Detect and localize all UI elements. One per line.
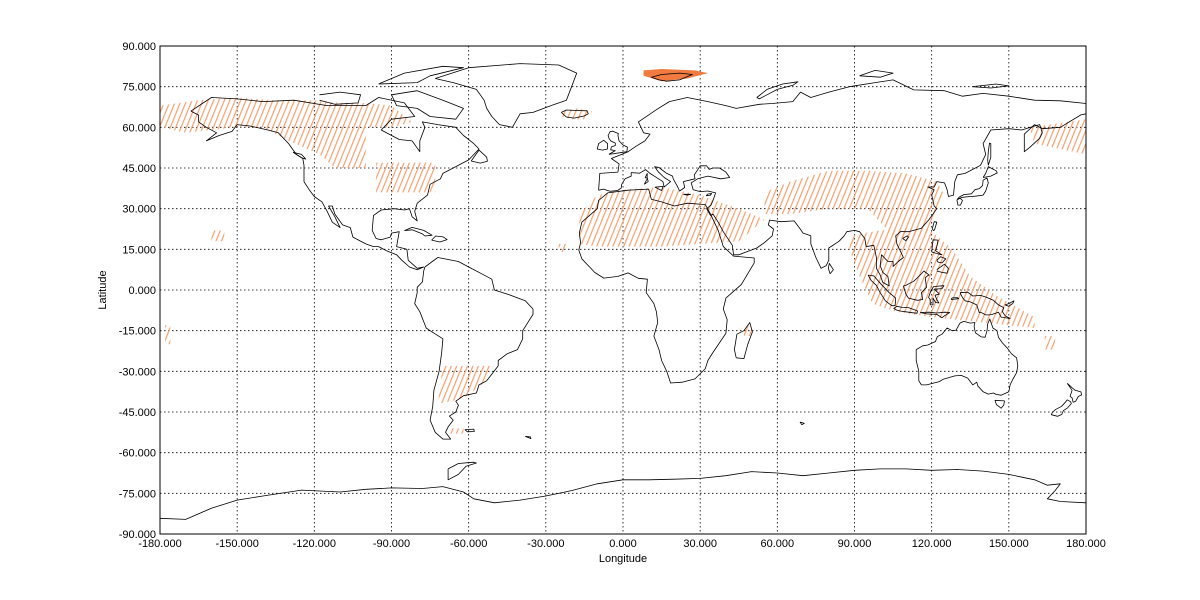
- coastline-greenland: [435, 63, 578, 128]
- x-tick-label: -60.000: [450, 538, 487, 550]
- coastline-sakhalin: [987, 142, 992, 166]
- x-tick-label: 90.000: [838, 538, 872, 550]
- x-tick-label: -150.000: [215, 538, 258, 550]
- coastline-hispaniola: [431, 235, 448, 243]
- region-central-asia: [764, 170, 945, 242]
- x-tick-label: 150.000: [989, 538, 1029, 550]
- region-polynesia-patch: [165, 325, 171, 345]
- region-great-lakes: [376, 162, 436, 193]
- coastline-iceland: [561, 109, 589, 119]
- region-new-caledonia-patch: [1044, 336, 1056, 350]
- coastline-halmahera-seram: [950, 297, 960, 300]
- x-tick-labels: -180.000 -150.000 -120.000 -90.000 -60.000 -3…: [138, 538, 1106, 550]
- coastline-novaya-zemlya: [756, 81, 799, 100]
- coastline-falklands: [464, 428, 475, 433]
- x-tick-label: 120.000: [912, 538, 952, 550]
- x-axis-label: Longitude: [599, 553, 647, 565]
- x-tick-label: 0.000: [609, 538, 637, 550]
- y-tick-label: 30.000: [122, 204, 156, 216]
- coastline-hainan: [902, 235, 909, 242]
- coastline-great-britain: [607, 130, 628, 155]
- coastline-madagascar: [734, 322, 753, 359]
- coastline-vancouver-island: [292, 151, 307, 160]
- coastline-south-america: [414, 257, 534, 440]
- y-axis-label: Latitude: [97, 270, 109, 309]
- coastline-japan-hokkaido: [982, 166, 998, 178]
- plot-frame: [159, 45, 1087, 535]
- coastline-victoria-island: [319, 91, 361, 105]
- coastline-mindanao: [936, 263, 949, 274]
- coastline-borneo: [903, 270, 930, 301]
- y-tick-label: -15.000: [119, 326, 156, 338]
- coastline-nz-north: [1066, 383, 1082, 403]
- coastline-tasmania: [994, 399, 1005, 409]
- coastline-antarctic-peninsula: [447, 461, 477, 481]
- coastline-luzon: [931, 239, 943, 256]
- y-tick-label: -75.000: [119, 488, 156, 500]
- y-tick-label: 60.000: [122, 122, 156, 134]
- region-madagascar-east-patch: [743, 325, 752, 337]
- x-tick-label: -120.000: [293, 538, 336, 550]
- coastline-south-georgia: [525, 436, 532, 439]
- coastline-nz-south: [1050, 399, 1072, 417]
- coastline-new-britain: [1004, 300, 1015, 307]
- y-tick-label: -90.000: [119, 529, 156, 541]
- x-tick-label: -90.000: [373, 538, 410, 550]
- x-tick-label: 180.000: [1066, 538, 1106, 550]
- coastline-cyprus: [705, 193, 713, 197]
- coastline-australia: [915, 318, 1019, 396]
- region-svalbard: [643, 69, 708, 82]
- region-pampas: [437, 365, 495, 404]
- x-tick-label: -180.000: [138, 538, 181, 550]
- coastline-java: [893, 305, 918, 314]
- coastline-japan-kyushu: [956, 197, 963, 206]
- coastline-new-guinea: [959, 291, 1011, 319]
- region-hawaii-patch: [211, 230, 225, 242]
- coastline-sri-lanka: [827, 263, 834, 275]
- y-tick-label: 15.000: [122, 244, 156, 256]
- coastline-corsica: [644, 173, 648, 179]
- coastline-sardinia: [643, 177, 649, 185]
- x-tick-label: 60.000: [761, 538, 795, 550]
- coastline-ireland: [596, 139, 608, 151]
- y-tick-label: -45.000: [119, 407, 156, 419]
- region-cape-verde-patch: [558, 243, 567, 252]
- y-tick-label: 45.000: [122, 163, 156, 175]
- coastline-sicily: [654, 186, 664, 191]
- coastline-antarctica: [159, 468, 1087, 520]
- y-tick-label: 90.000: [122, 41, 156, 53]
- y-tick-label: -60.000: [119, 448, 156, 460]
- coastline-eurasia: [598, 79, 1087, 287]
- coastline-kerguelen: [799, 421, 805, 426]
- coastline-sulawesi: [928, 285, 945, 306]
- coastline-newfoundland: [470, 149, 488, 164]
- coastline-cuba: [404, 227, 433, 237]
- coastlines: [159, 63, 1087, 520]
- coastline-new-siberian-islands: [972, 83, 1010, 89]
- coastline-ellesmere: [378, 65, 464, 85]
- coastline-sumatra: [867, 274, 897, 307]
- coastline-severnaya-zemlya: [859, 70, 894, 78]
- coastline-africa: [578, 188, 755, 384]
- x-tick-label: -30.000: [527, 538, 564, 550]
- y-tick-label: -30.000: [119, 366, 156, 378]
- highlighted-regions: [160, 69, 1086, 434]
- region-kamchatka: [1029, 119, 1086, 155]
- coastline-lesser-sunda: [920, 311, 951, 319]
- coastline-taiwan: [931, 221, 938, 231]
- x-tick-label: 30.000: [683, 538, 717, 550]
- y-tick-label: 75.000: [122, 82, 156, 94]
- y-tick-label: 0.000: [128, 285, 156, 297]
- coastline-north-america: [190, 97, 480, 271]
- coastline-japan-honshu: [957, 177, 989, 200]
- y-tick-labels: 90.000 75.000 60.000 45.000 30.000 15.000 0.00…: [119, 41, 156, 541]
- region-argentine-coast-patch: [448, 428, 464, 434]
- region-alaska-yukon: [160, 97, 413, 168]
- coastline-visayas: [936, 256, 947, 264]
- coastline-baffin: [391, 90, 464, 120]
- coastline-svalbard: [651, 72, 693, 82]
- coastline-crete: [683, 193, 691, 196]
